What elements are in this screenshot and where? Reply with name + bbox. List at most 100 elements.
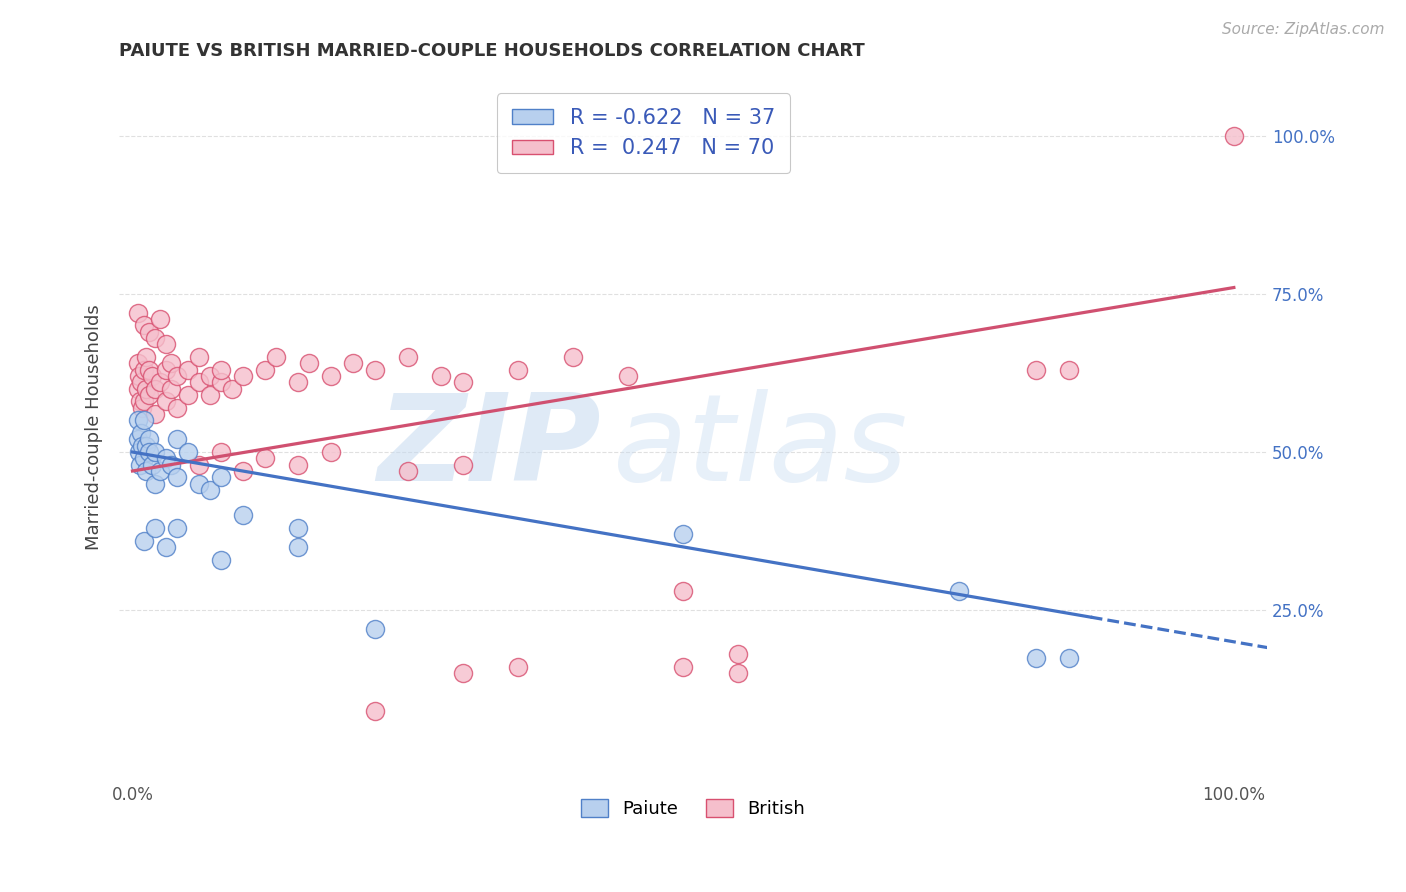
Point xyxy=(138,363,160,377)
Point xyxy=(1057,650,1080,665)
Point xyxy=(160,382,183,396)
Point xyxy=(166,470,188,484)
Point xyxy=(135,382,157,396)
Point xyxy=(396,350,419,364)
Point xyxy=(198,369,221,384)
Point xyxy=(129,376,152,390)
Point xyxy=(155,363,177,377)
Point xyxy=(155,540,177,554)
Point xyxy=(364,622,387,636)
Point xyxy=(141,458,163,472)
Text: Source: ZipAtlas.com: Source: ZipAtlas.com xyxy=(1222,22,1385,37)
Point xyxy=(187,476,209,491)
Point xyxy=(143,407,166,421)
Point xyxy=(132,394,155,409)
Point xyxy=(143,476,166,491)
Point xyxy=(209,470,232,484)
Point xyxy=(209,445,232,459)
Point xyxy=(451,666,474,681)
Point xyxy=(127,382,149,396)
Point xyxy=(187,458,209,472)
Point xyxy=(187,350,209,364)
Point xyxy=(232,369,254,384)
Point xyxy=(155,394,177,409)
Point xyxy=(138,445,160,459)
Point xyxy=(176,363,198,377)
Point xyxy=(264,350,287,364)
Text: PAIUTE VS BRITISH MARRIED-COUPLE HOUSEHOLDS CORRELATION CHART: PAIUTE VS BRITISH MARRIED-COUPLE HOUSEHO… xyxy=(120,42,865,60)
Point xyxy=(155,337,177,351)
Point xyxy=(430,369,453,384)
Point xyxy=(155,451,177,466)
Point xyxy=(132,318,155,333)
Point xyxy=(138,325,160,339)
Point xyxy=(166,433,188,447)
Point xyxy=(131,401,153,415)
Point xyxy=(160,458,183,472)
Point xyxy=(209,376,232,390)
Point xyxy=(672,584,695,599)
Text: ZIP: ZIP xyxy=(378,390,602,507)
Point xyxy=(287,458,309,472)
Point xyxy=(128,445,150,459)
Point xyxy=(166,401,188,415)
Point xyxy=(562,350,585,364)
Point xyxy=(209,552,232,566)
Point xyxy=(149,464,172,478)
Point xyxy=(672,660,695,674)
Point xyxy=(149,376,172,390)
Point xyxy=(143,331,166,345)
Point xyxy=(176,388,198,402)
Point xyxy=(221,382,243,396)
Point xyxy=(138,388,160,402)
Point xyxy=(132,413,155,427)
Point xyxy=(132,451,155,466)
Point xyxy=(364,705,387,719)
Point xyxy=(127,356,149,370)
Point xyxy=(396,464,419,478)
Point xyxy=(129,425,152,440)
Point xyxy=(132,533,155,548)
Point xyxy=(672,527,695,541)
Point xyxy=(1025,363,1047,377)
Point xyxy=(319,445,342,459)
Point xyxy=(131,439,153,453)
Point xyxy=(253,451,276,466)
Y-axis label: Married-couple Households: Married-couple Households xyxy=(86,304,103,549)
Point xyxy=(149,312,172,326)
Point xyxy=(319,369,342,384)
Point xyxy=(129,394,152,409)
Text: atlas: atlas xyxy=(613,390,908,507)
Point xyxy=(129,458,152,472)
Point xyxy=(166,521,188,535)
Point xyxy=(135,464,157,478)
Point xyxy=(451,376,474,390)
Point xyxy=(451,458,474,472)
Point xyxy=(209,363,232,377)
Point xyxy=(232,508,254,523)
Point xyxy=(948,584,970,599)
Point xyxy=(506,660,529,674)
Point xyxy=(1223,128,1246,143)
Point xyxy=(298,356,321,370)
Point xyxy=(160,356,183,370)
Point xyxy=(187,376,209,390)
Point xyxy=(287,521,309,535)
Point xyxy=(727,648,749,662)
Point xyxy=(617,369,640,384)
Point xyxy=(138,433,160,447)
Point xyxy=(1057,363,1080,377)
Point xyxy=(135,439,157,453)
Point xyxy=(143,382,166,396)
Point xyxy=(132,363,155,377)
Point xyxy=(1025,650,1047,665)
Point xyxy=(127,306,149,320)
Point xyxy=(287,540,309,554)
Point xyxy=(176,445,198,459)
Point xyxy=(232,464,254,478)
Point xyxy=(506,363,529,377)
Point xyxy=(166,369,188,384)
Point xyxy=(727,666,749,681)
Point xyxy=(141,369,163,384)
Point xyxy=(128,369,150,384)
